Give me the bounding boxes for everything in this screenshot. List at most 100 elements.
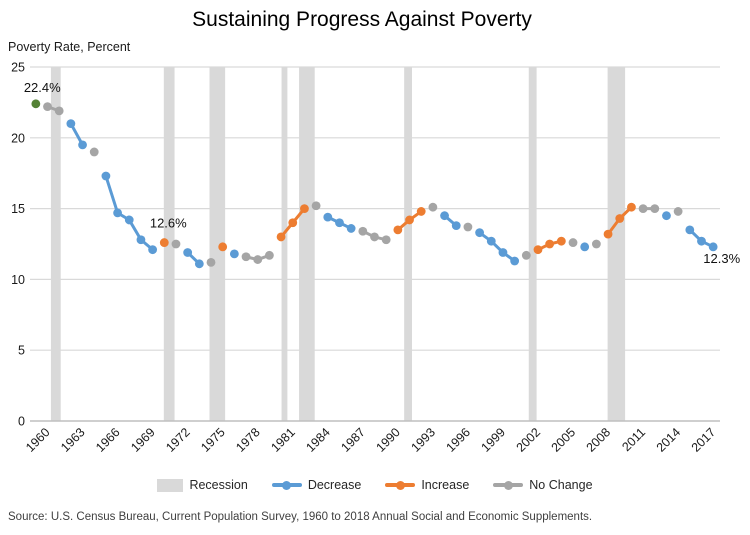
legend-label-recession: Recession xyxy=(189,478,248,492)
data-point xyxy=(521,250,531,260)
x-tick-label: 2008 xyxy=(584,425,614,455)
data-point xyxy=(311,201,321,211)
data-point xyxy=(510,256,520,266)
data-point xyxy=(171,239,181,249)
data-point xyxy=(673,207,683,216)
x-tick-label: 1972 xyxy=(163,425,193,455)
data-point xyxy=(276,232,286,242)
x-tick-label: 2017 xyxy=(689,425,719,455)
x-tick-label: 1969 xyxy=(128,425,158,455)
data-point xyxy=(416,207,426,216)
legend: Recession Decrease Increase No Change xyxy=(0,478,750,492)
recession-band xyxy=(607,67,626,421)
legend-label-increase: Increase xyxy=(421,478,470,492)
x-tick-label: 1996 xyxy=(443,425,473,455)
nochange-dot-icon xyxy=(503,480,513,490)
data-point xyxy=(463,222,473,232)
data-point xyxy=(54,106,64,116)
data-point xyxy=(405,215,414,225)
legend-item-recession: Recession xyxy=(157,478,248,492)
x-tick-label: 2011 xyxy=(619,425,648,454)
recession-band xyxy=(163,67,175,421)
x-tick-label: 1978 xyxy=(233,425,263,455)
data-point xyxy=(183,248,193,257)
data-point xyxy=(568,238,578,247)
data-point xyxy=(335,218,344,228)
x-tick-label: 1960 xyxy=(23,425,53,455)
increase-dot-icon xyxy=(395,480,405,490)
x-tick-label: 1990 xyxy=(373,425,403,455)
x-tick-label: 1963 xyxy=(58,425,88,455)
trend-segment xyxy=(104,174,120,215)
data-point xyxy=(650,204,660,214)
x-tick-label: 2014 xyxy=(654,425,684,455)
data-point xyxy=(124,215,134,225)
recession-band xyxy=(209,67,226,421)
legend-item-decrease: Decrease xyxy=(271,478,362,492)
data-point xyxy=(323,212,333,222)
x-tick-label: 1984 xyxy=(303,425,333,455)
decrease-dot-icon xyxy=(282,480,292,490)
data-point xyxy=(627,202,636,212)
source-text: Source: U.S. Census Bureau, Current Popu… xyxy=(8,511,593,523)
data-point xyxy=(498,248,508,257)
data-point xyxy=(300,204,309,214)
data-point xyxy=(31,99,41,109)
chart-title: Sustaining Progress Against Poverty xyxy=(192,8,532,31)
data-point xyxy=(440,211,449,221)
data-point xyxy=(370,232,379,242)
recession-swatch-icon xyxy=(157,478,184,492)
data-point xyxy=(486,236,496,246)
data-point xyxy=(533,245,543,255)
x-tick-label: 1993 xyxy=(408,425,438,455)
x-tick-label: 2002 xyxy=(514,425,544,455)
data-point xyxy=(346,224,356,233)
recession-band xyxy=(299,67,315,421)
x-tick-label: 1966 xyxy=(93,425,123,455)
data-point xyxy=(194,259,204,269)
recession-band xyxy=(528,67,537,421)
increase-line-swatch-icon xyxy=(385,480,416,490)
legend-label-nochange: No Change xyxy=(529,478,593,492)
data-point xyxy=(229,249,239,259)
x-tick-label: 1981 xyxy=(268,425,298,455)
data-point xyxy=(697,236,706,246)
data-point xyxy=(603,229,613,239)
data-point xyxy=(393,225,403,235)
data-point xyxy=(545,239,555,249)
data-point xyxy=(136,235,146,245)
data-point xyxy=(358,226,368,236)
y-tick-label: 10 xyxy=(11,273,25,287)
data-point xyxy=(113,208,122,218)
recession-band xyxy=(50,67,61,421)
data-point xyxy=(89,147,99,157)
data-point xyxy=(685,225,695,235)
y-axis-caption: Poverty Rate, Percent xyxy=(8,40,131,54)
data-point xyxy=(241,252,251,262)
y-tick-label: 15 xyxy=(11,202,25,216)
data-point xyxy=(253,255,263,264)
x-tick-label: 1999 xyxy=(479,425,509,455)
data-point xyxy=(159,238,169,247)
data-point xyxy=(475,228,485,238)
data-point xyxy=(580,242,590,252)
data-point xyxy=(556,236,566,246)
data-point xyxy=(66,119,76,129)
x-tick-label: 2005 xyxy=(549,425,579,455)
y-tick-label: 5 xyxy=(18,344,25,358)
y-tick-label: 20 xyxy=(11,131,25,145)
data-point xyxy=(264,250,274,260)
data-point xyxy=(638,204,648,214)
data-point xyxy=(218,242,228,252)
legend-item-nochange: No Change xyxy=(493,478,593,492)
data-point xyxy=(708,242,718,252)
legend-label-decrease: Decrease xyxy=(307,478,362,492)
annotation-label: 22.4% xyxy=(24,80,61,95)
data-point xyxy=(43,102,52,112)
recession-band xyxy=(281,67,288,421)
data-point xyxy=(381,235,391,245)
data-point xyxy=(206,258,216,267)
data-point xyxy=(288,218,298,228)
